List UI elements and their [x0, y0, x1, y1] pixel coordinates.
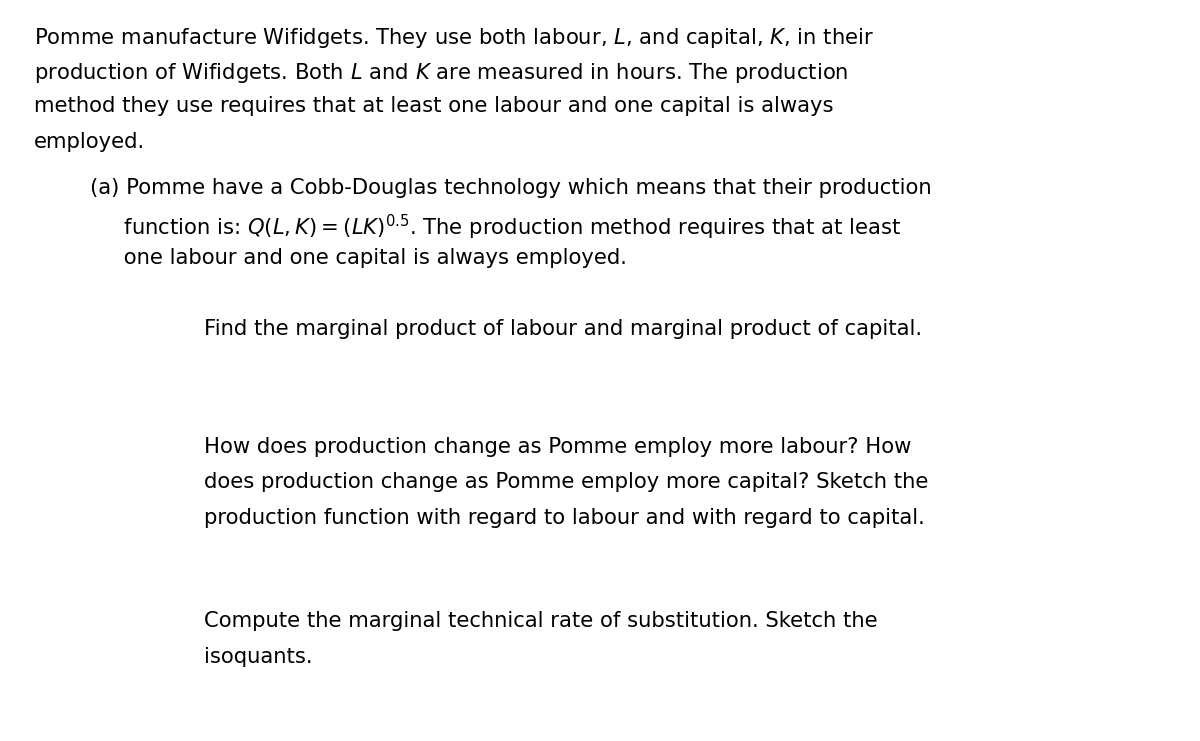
Text: method they use requires that at least one labour and one capital is always: method they use requires that at least o… — [34, 96, 833, 116]
Text: Compute the marginal technical rate of substitution. Sketch the: Compute the marginal technical rate of s… — [204, 611, 877, 631]
Text: employed.: employed. — [34, 132, 145, 151]
Text: function is: $Q(L, K) = (LK)^{0.5}$. The production method requires that at leas: function is: $Q(L, K) = (LK)^{0.5}$. The… — [90, 213, 901, 242]
Text: production function with regard to labour and with regard to capital.: production function with regard to labou… — [204, 508, 925, 528]
Text: one labour and one capital is always employed.: one labour and one capital is always emp… — [90, 248, 626, 268]
Text: isoquants.: isoquants. — [204, 646, 312, 666]
Text: does production change as Pomme employ more capital? Sketch the: does production change as Pomme employ m… — [204, 473, 929, 492]
Text: (a) Pomme have a Cobb-Douglas technology which means that their production: (a) Pomme have a Cobb-Douglas technology… — [90, 178, 931, 198]
Text: Find the marginal product of labour and marginal product of capital.: Find the marginal product of labour and … — [204, 319, 922, 339]
Text: Pomme manufacture Wifidgets. They use both labour, $\mathit{L}$, and capital, $\: Pomme manufacture Wifidgets. They use bo… — [34, 26, 874, 50]
Text: production of Wifidgets. Both $\mathit{L}$ and $\mathit{K}$ are measured in hour: production of Wifidgets. Both $\mathit{L… — [34, 62, 848, 85]
Text: How does production change as Pomme employ more labour? How: How does production change as Pomme empl… — [204, 437, 911, 457]
